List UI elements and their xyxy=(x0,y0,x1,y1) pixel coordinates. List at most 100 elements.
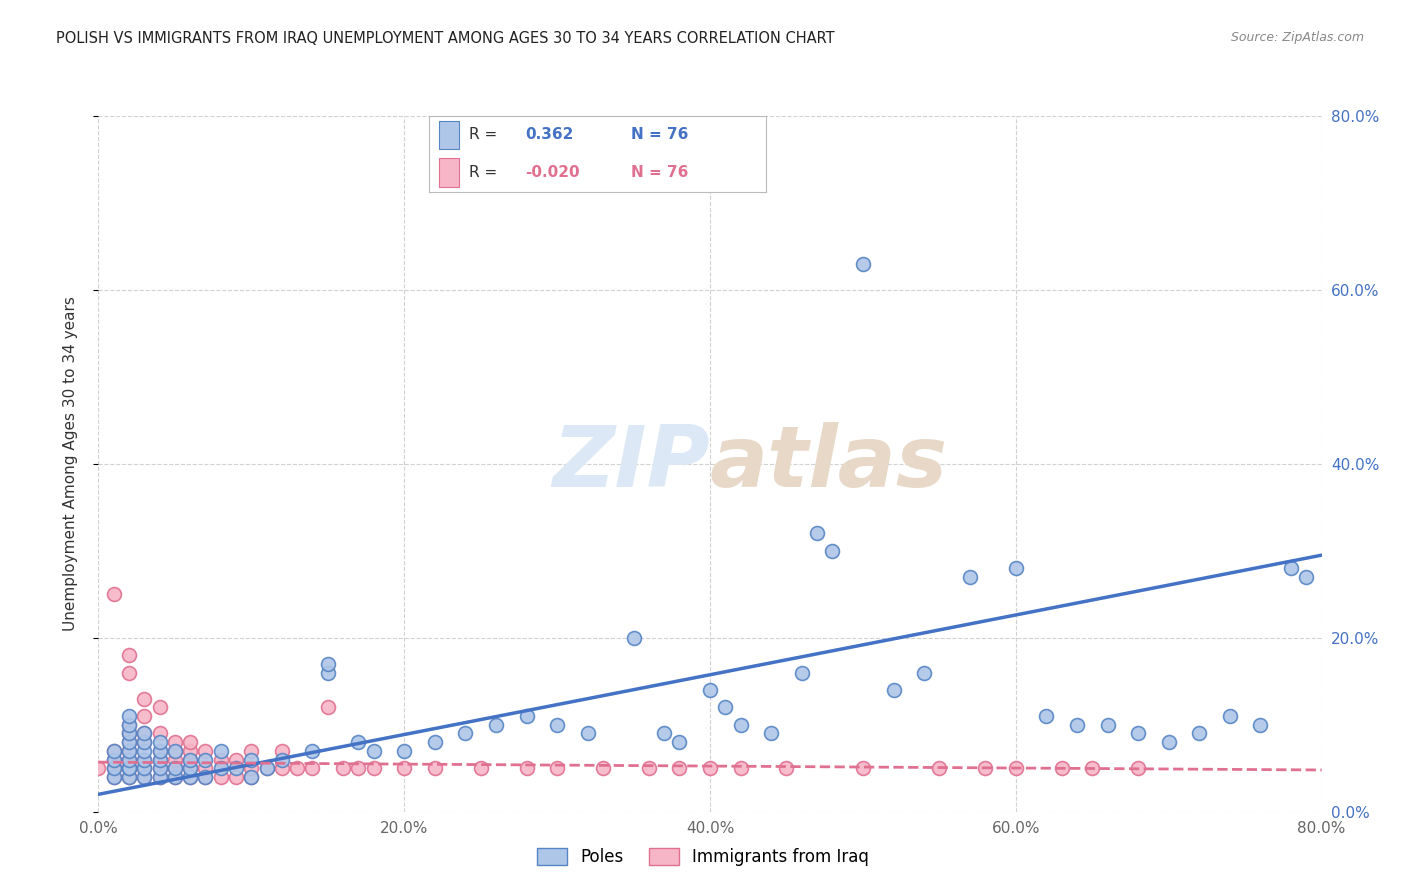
Point xyxy=(103,753,125,767)
Point xyxy=(1279,561,1302,575)
Point xyxy=(1066,717,1088,731)
Point xyxy=(149,735,172,749)
Point xyxy=(118,753,141,767)
Point xyxy=(149,770,172,784)
Point xyxy=(759,726,782,740)
Point xyxy=(392,744,416,758)
Point xyxy=(103,761,125,775)
Point xyxy=(347,761,370,775)
Point xyxy=(179,753,201,767)
Point xyxy=(149,700,172,714)
Point xyxy=(516,761,538,775)
Bar xyxy=(439,159,460,187)
Point xyxy=(637,761,661,775)
Point xyxy=(546,761,568,775)
Point xyxy=(179,744,201,758)
Point xyxy=(149,744,172,758)
Point xyxy=(699,761,721,775)
Point xyxy=(149,761,172,775)
Point xyxy=(134,761,156,775)
Point xyxy=(118,717,141,731)
Point xyxy=(225,753,247,767)
Point xyxy=(209,770,232,784)
Point xyxy=(118,761,141,775)
Point xyxy=(103,770,125,784)
Point xyxy=(163,761,186,775)
Point xyxy=(209,761,232,775)
Point xyxy=(363,744,385,758)
Point xyxy=(1157,735,1180,749)
Point xyxy=(179,770,201,784)
Text: 0.362: 0.362 xyxy=(524,128,574,143)
Point xyxy=(852,761,875,775)
Point xyxy=(240,744,263,758)
Point xyxy=(118,761,141,775)
Point xyxy=(194,761,217,775)
Text: ZIP: ZIP xyxy=(553,422,710,506)
Point xyxy=(316,665,339,680)
Point xyxy=(134,735,156,749)
Point xyxy=(883,683,905,698)
Point xyxy=(730,761,752,775)
Point xyxy=(821,543,844,558)
Point xyxy=(256,761,278,775)
Point xyxy=(134,691,156,706)
Point xyxy=(118,735,141,749)
Point xyxy=(668,761,690,775)
Point xyxy=(163,735,186,749)
Point xyxy=(179,735,201,749)
Point xyxy=(576,726,599,740)
Point xyxy=(118,665,141,680)
Point xyxy=(118,709,141,723)
Point xyxy=(959,570,981,584)
Point xyxy=(118,770,141,784)
Point xyxy=(149,753,172,767)
Y-axis label: Unemployment Among Ages 30 to 34 years: Unemployment Among Ages 30 to 34 years xyxy=(63,296,77,632)
Point xyxy=(270,753,292,767)
Point xyxy=(225,770,247,784)
Point xyxy=(118,726,141,740)
Point xyxy=(974,761,997,775)
Point xyxy=(194,744,217,758)
Point xyxy=(149,744,172,758)
Point xyxy=(103,753,125,767)
Point xyxy=(1295,570,1317,584)
Point xyxy=(194,753,217,767)
Point xyxy=(149,770,172,784)
Point xyxy=(87,761,110,775)
Point xyxy=(134,770,156,784)
Point xyxy=(118,717,141,731)
Point xyxy=(134,770,156,784)
Point xyxy=(118,726,141,740)
Text: R =: R = xyxy=(470,128,502,143)
Point xyxy=(1128,726,1150,740)
Point xyxy=(134,744,156,758)
Point xyxy=(134,709,156,723)
Point xyxy=(209,744,232,758)
Point xyxy=(270,761,292,775)
Point xyxy=(301,761,323,775)
Point xyxy=(103,587,125,601)
Point xyxy=(714,700,737,714)
Point xyxy=(1097,717,1119,731)
Point xyxy=(470,761,492,775)
Point xyxy=(790,665,813,680)
Point xyxy=(103,761,125,775)
Point xyxy=(149,753,172,767)
Point xyxy=(454,726,477,740)
Point xyxy=(149,726,172,740)
Point xyxy=(194,770,217,784)
Point xyxy=(194,770,217,784)
Point xyxy=(1004,761,1026,775)
Point xyxy=(118,735,141,749)
Point xyxy=(118,744,141,758)
Point xyxy=(163,770,186,784)
Point xyxy=(118,761,141,775)
Point xyxy=(592,761,614,775)
Point xyxy=(103,744,125,758)
Point xyxy=(163,753,186,767)
Point xyxy=(332,761,354,775)
Point xyxy=(209,753,232,767)
Point xyxy=(1249,717,1271,731)
Text: R =: R = xyxy=(470,165,502,180)
